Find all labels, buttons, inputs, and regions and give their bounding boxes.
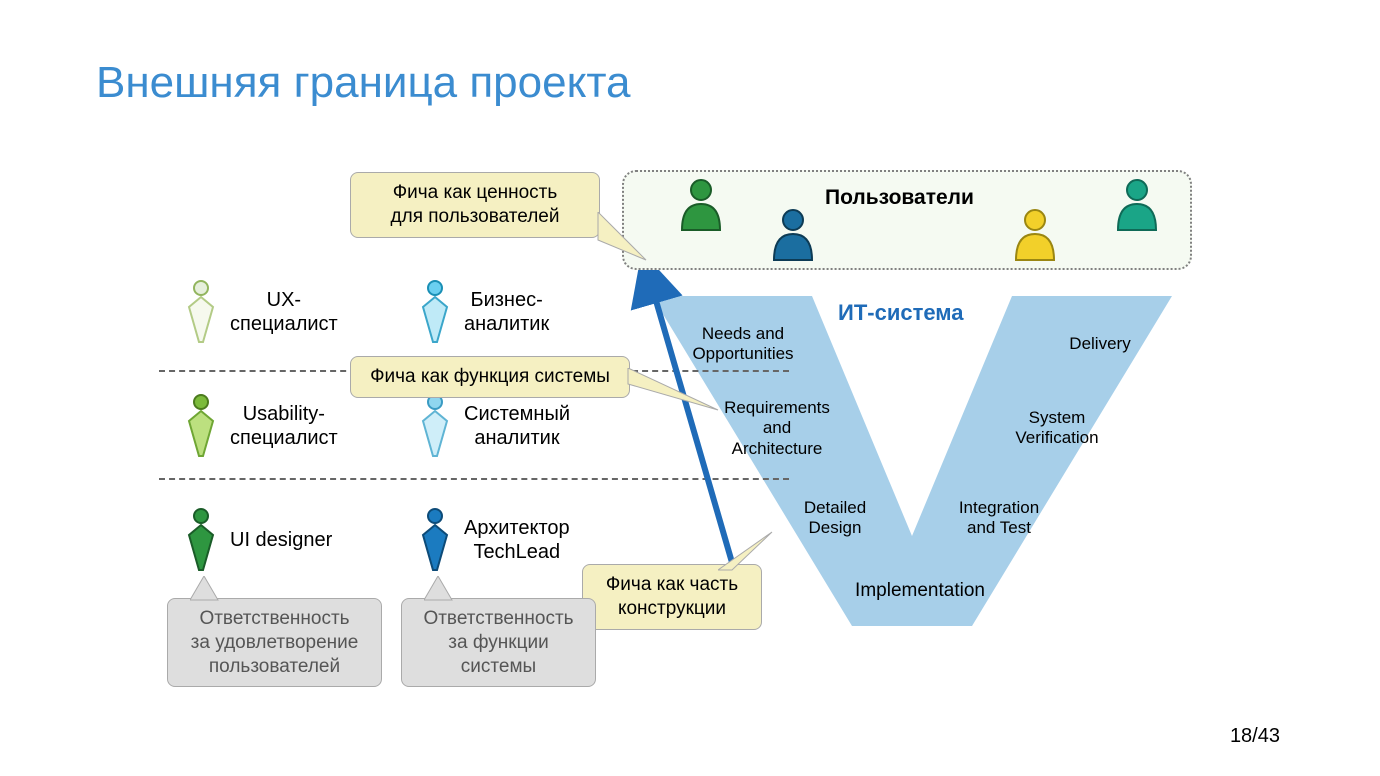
text: Ответственность xyxy=(423,608,573,629)
callout-construction: Фича как часть конструкции xyxy=(582,564,762,630)
callout-responsibility-users: Ответственность за удовлетворение пользо… xyxy=(167,598,382,687)
role-label: Usability- специалист xyxy=(230,402,338,450)
text: Архитектор xyxy=(464,517,570,539)
text: специалист xyxy=(230,427,338,449)
user-icon xyxy=(1112,178,1162,239)
text: конструкции xyxy=(618,598,726,619)
text: аналитик xyxy=(464,313,549,335)
role-label: Бизнес- аналитик xyxy=(464,288,549,336)
role-label: UI designer xyxy=(230,528,332,552)
text: Usability- xyxy=(243,403,325,425)
role-label: UX- специалист xyxy=(230,288,338,336)
text: Needs and xyxy=(702,324,784,343)
text: Verification xyxy=(1015,428,1098,447)
divider xyxy=(159,478,789,480)
text: Фича как ценность xyxy=(393,182,558,203)
v-label-needs: Needs and Opportunities xyxy=(683,324,803,365)
role-arch: Архитектор TechLead xyxy=(420,508,570,572)
text: аналитик xyxy=(474,427,559,449)
text: Architecture xyxy=(732,439,823,458)
text: Системный xyxy=(464,403,570,425)
user-icon xyxy=(1010,208,1060,269)
v-label-design: Detailed Design xyxy=(790,498,880,539)
text: TechLead xyxy=(473,541,560,563)
role-ba: Бизнес- аналитик xyxy=(420,280,549,344)
text: UX- xyxy=(267,289,301,311)
users-title: Пользователи xyxy=(825,186,974,210)
v-label-implementation: Implementation xyxy=(840,580,1000,603)
user-icon xyxy=(676,178,726,239)
v-label-delivery: Delivery xyxy=(1055,334,1145,354)
page-number: 18/43 xyxy=(1230,725,1280,748)
person-icon xyxy=(186,508,216,572)
text: UI designer xyxy=(230,529,332,551)
text: за функции xyxy=(448,632,548,653)
person-icon xyxy=(420,280,450,344)
text: System xyxy=(1029,408,1086,427)
text: Бизнес- xyxy=(470,289,542,311)
text: для пользователей xyxy=(391,206,560,227)
slide-title: Внешняя граница проекта xyxy=(96,58,630,108)
person-icon xyxy=(420,394,450,458)
user-icon xyxy=(768,208,818,269)
text: Ответственность xyxy=(199,608,349,629)
text: Requirements xyxy=(724,398,830,417)
text: Integration xyxy=(959,498,1039,517)
text: пользователей xyxy=(209,656,340,677)
text: and Test xyxy=(967,518,1031,537)
role-usability: Usability- специалист xyxy=(186,394,338,458)
v-label-requirements: Requirements and Architecture xyxy=(712,398,842,459)
person-icon xyxy=(186,394,216,458)
text: Detailed xyxy=(804,498,866,517)
text: за удовлетворение xyxy=(191,632,359,653)
role-sa: Системный аналитик xyxy=(420,394,570,458)
text: Delivery xyxy=(1069,334,1130,353)
it-system-title: ИТ-система xyxy=(838,300,964,326)
person-icon xyxy=(186,280,216,344)
v-label-integration: Integration and Test xyxy=(944,498,1054,539)
text: специалист xyxy=(230,313,338,335)
text: and xyxy=(763,418,791,437)
role-ui: UI designer xyxy=(186,508,332,572)
role-label: Системный аналитик xyxy=(464,402,570,450)
text: Design xyxy=(809,518,862,537)
role-label: Архитектор TechLead xyxy=(464,516,570,564)
text: Фича как функция системы xyxy=(370,366,610,387)
text: Фича как часть xyxy=(606,574,738,595)
callout-value: Фича как ценность для пользователей xyxy=(350,172,600,238)
v-label-verification: System Verification xyxy=(1002,408,1112,449)
person-icon xyxy=(420,508,450,572)
text: Opportunities xyxy=(692,344,793,363)
role-ux: UX- специалист xyxy=(186,280,338,344)
callout-responsibility-functions: Ответственность за функции системы xyxy=(401,598,596,687)
text: системы xyxy=(461,656,536,677)
callout-function: Фича как функция системы xyxy=(350,356,630,398)
